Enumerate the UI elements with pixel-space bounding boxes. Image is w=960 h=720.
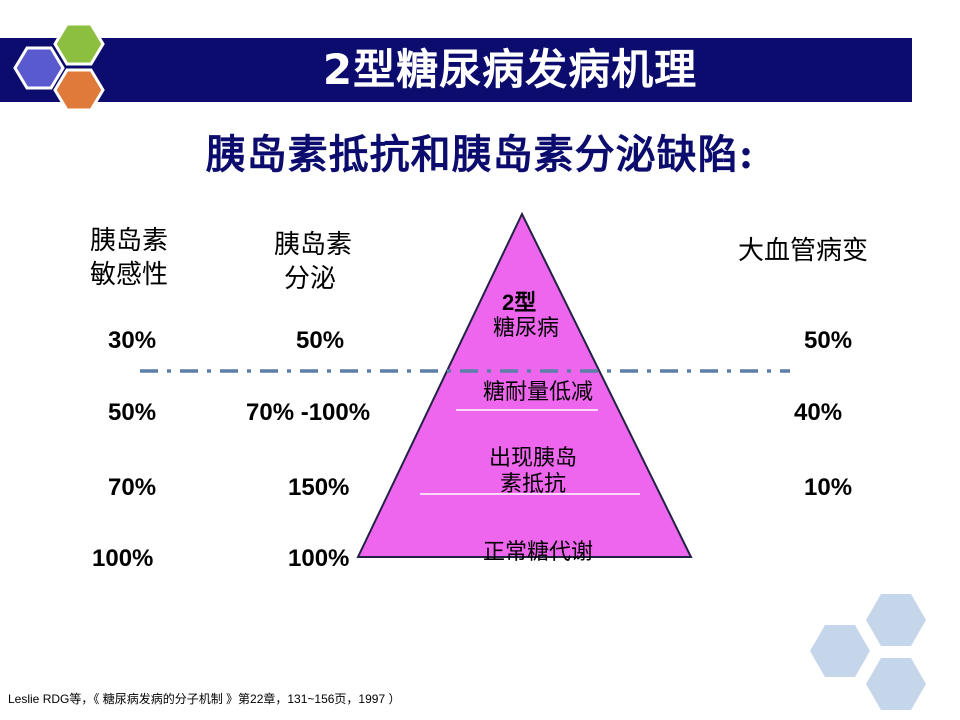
macrovascular-value: 10% xyxy=(804,474,853,501)
page-subtitle: 胰岛素抵抗和胰岛素分泌缺陷: xyxy=(205,131,755,178)
pyramid-stage-diabetes-line1: 2型 xyxy=(502,290,537,315)
pyramid-stage-resistance-line1: 出现胰岛 xyxy=(488,446,577,471)
logo-hexagon-orange xyxy=(53,68,105,112)
secretion-heading: 胰岛素 分泌 xyxy=(274,228,384,296)
macrovascular-value: 50% xyxy=(804,327,853,354)
sensitivity-value: 30% xyxy=(108,327,157,354)
pyramid-stage-insulin-resistance: 出现胰岛 素抵抗 xyxy=(470,446,596,498)
logo-hexagon-green xyxy=(53,22,105,66)
pyramid-stage-diabetes-line2: 糖尿病 xyxy=(492,316,559,341)
decor-hexagon-top xyxy=(866,594,926,646)
sensitivity-heading-line1: 胰岛素 xyxy=(90,226,169,256)
macrovascular-heading: 大血管病变 xyxy=(738,236,869,266)
pyramid-stage-resistance-line2: 素抵抗 xyxy=(499,472,566,497)
logo-hexagons xyxy=(13,22,105,112)
secretion-value: 150% xyxy=(288,474,350,501)
secretion-value: 100% xyxy=(288,545,350,572)
citation-footnote: Leslie RDG等，《 糖尿病发病的分子机制 》第22章，131~156页，… xyxy=(8,692,401,706)
sensitivity-value: 50% xyxy=(108,399,157,426)
pyramid-stage-igt: 糖耐量低减 xyxy=(482,380,593,405)
secretion-value: 70% -100% xyxy=(246,399,371,426)
sensitivity-value: 100% xyxy=(92,545,154,572)
title-bar xyxy=(0,38,912,102)
page-title: 2型糖尿病发病机理 xyxy=(322,45,698,94)
decor-hexagon-bottom xyxy=(866,658,926,710)
sensitivity-heading: 胰岛素 敏感性 xyxy=(90,224,210,292)
secretion-heading-line2: 分泌 xyxy=(284,264,337,294)
pyramid-stage-diabetes: 2型 糖尿病 xyxy=(466,290,586,342)
pyramid-triangle xyxy=(356,211,693,558)
logo-hexagon-blue xyxy=(13,46,65,90)
pyramid-stage-normal: 正常糖代谢 xyxy=(482,540,593,565)
secretion-value: 50% xyxy=(296,327,345,354)
secretion-heading-line1: 胰岛素 xyxy=(274,230,353,260)
sensitivity-heading-line2: 敏感性 xyxy=(90,260,169,290)
decor-hexagon-left xyxy=(810,625,870,677)
sensitivity-value: 70% xyxy=(108,474,157,501)
macrovascular-value: 40% xyxy=(794,399,843,426)
decor-hexagons xyxy=(810,594,926,710)
